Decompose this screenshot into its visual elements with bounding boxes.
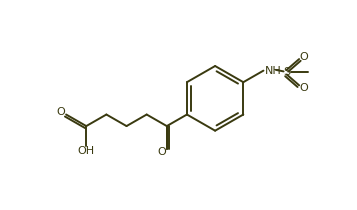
Text: NH: NH: [265, 66, 282, 76]
Text: O: O: [300, 83, 308, 93]
Text: O: O: [157, 147, 166, 157]
Text: O: O: [56, 107, 65, 117]
Text: O: O: [300, 52, 308, 62]
Text: OH: OH: [78, 146, 95, 156]
Text: S: S: [283, 67, 290, 77]
